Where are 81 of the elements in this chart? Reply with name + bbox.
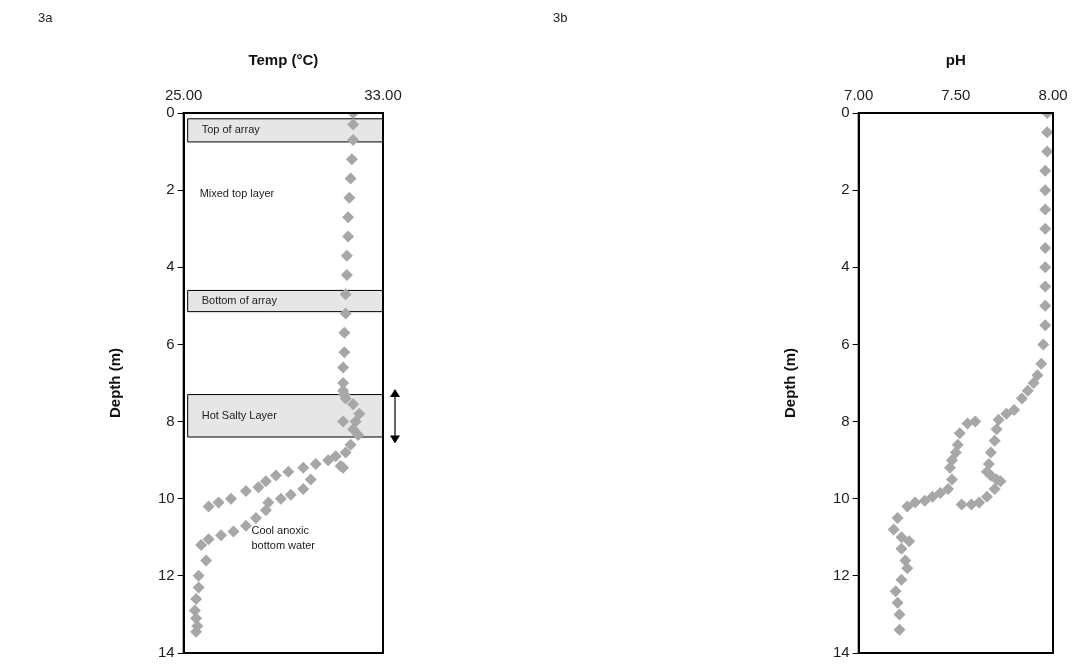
point (980, 490, 993, 503)
point (893, 623, 906, 636)
point (1039, 222, 1052, 235)
y-tick-label: 8 (841, 411, 850, 429)
annotation: Mixed top layer (199, 185, 276, 201)
point (965, 498, 978, 511)
y-tick-label: 2 (166, 180, 175, 198)
point (1041, 126, 1053, 139)
y-tick-label: 6 (166, 334, 175, 352)
point (988, 483, 1001, 496)
point (1008, 404, 1021, 416)
point (984, 446, 997, 459)
point (895, 573, 908, 586)
point (1031, 369, 1044, 382)
point (990, 423, 1003, 436)
point (891, 596, 904, 609)
y-tick-label: 6 (841, 334, 850, 352)
point (1015, 392, 1028, 405)
x-tick-label: 7.50 (941, 86, 971, 104)
point (1037, 338, 1050, 351)
y-tick-label: 8 (166, 411, 175, 429)
point (891, 512, 904, 524)
point (926, 490, 939, 503)
point (903, 535, 916, 548)
point (901, 562, 914, 575)
y-axis-title: Depth (m) (106, 348, 124, 418)
point (889, 585, 902, 598)
x-tick-label: 25.00 (164, 86, 203, 104)
y-tick-label: 12 (833, 566, 850, 583)
point (1039, 164, 1052, 177)
y-tick-label: 10 (833, 488, 850, 506)
point (1039, 203, 1052, 216)
point (1039, 242, 1052, 254)
point (949, 446, 962, 459)
annotation: Cool anoxic bottom water (251, 523, 317, 554)
point (1000, 407, 1013, 420)
point (945, 473, 958, 486)
y-tick-label: 12 (158, 566, 175, 583)
point (901, 500, 914, 513)
x-tick-label: 8.00 (1038, 86, 1068, 104)
point (895, 542, 908, 555)
text: 3a (38, 10, 53, 25)
point (955, 498, 968, 511)
point (1039, 299, 1052, 312)
point (918, 494, 931, 507)
y-tick-label: 4 (841, 257, 850, 275)
band-label: Bottom of array (201, 294, 278, 307)
y-tick-label: 14 (833, 643, 850, 661)
x-axis-title: Temp (°C) (248, 51, 319, 69)
point (1021, 384, 1034, 397)
band-label: Top of array (201, 123, 261, 136)
x-tick-label: 7.00 (844, 86, 874, 104)
point (1039, 319, 1052, 332)
point (1039, 184, 1052, 197)
point (1035, 357, 1048, 370)
text: 3b (553, 10, 568, 25)
y-tick-label: 2 (841, 180, 850, 198)
point (1041, 145, 1053, 158)
point (988, 434, 1001, 447)
point (909, 496, 922, 509)
point (961, 417, 974, 430)
point (1027, 377, 1040, 389)
y-tick-label: 0 (841, 103, 850, 121)
point (1039, 280, 1052, 293)
point (895, 531, 908, 544)
point (899, 554, 912, 567)
point (992, 413, 1005, 426)
y-tick-label: 4 (166, 257, 175, 275)
point (887, 523, 900, 536)
y-tick-label: 14 (158, 643, 175, 661)
point (1039, 261, 1052, 274)
point (934, 486, 947, 499)
point (893, 608, 906, 621)
x-tick-label: 33.00 (364, 86, 402, 104)
band-label: Hot Salty Layer (201, 408, 278, 421)
y-axis-title: Depth (m) (781, 348, 799, 418)
y-tick-label: 0 (166, 103, 175, 121)
y-tick-label: 10 (158, 488, 175, 506)
x-axis-title: pH (945, 51, 966, 69)
point (942, 483, 955, 496)
point (953, 427, 966, 440)
